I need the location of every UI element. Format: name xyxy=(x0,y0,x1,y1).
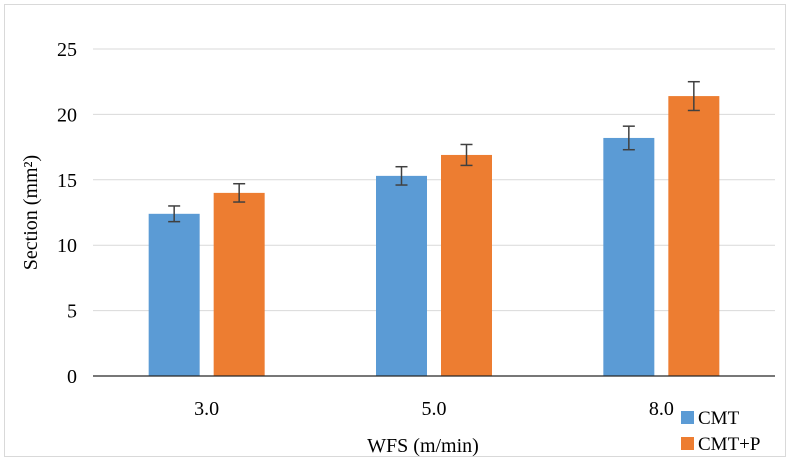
bar-cmt-8.0 xyxy=(603,137,655,376)
x-axis-ticks: 3.0 5.0 8.0 xyxy=(194,398,674,420)
bar-cmt-plusp-3.0 xyxy=(213,192,265,376)
legend-swatch-cmt xyxy=(681,411,694,424)
y-tick-label: 0 xyxy=(67,366,77,388)
y-axis-title: Section (mm²) xyxy=(20,155,42,270)
y-axis-ticks: 0 5 10 15 20 25 xyxy=(57,39,77,388)
legend-label: CMT+P xyxy=(698,434,760,455)
legend-label: CMT xyxy=(698,408,740,429)
bar-cmt-plusp-8.0 xyxy=(668,96,720,376)
gridlines xyxy=(93,48,775,312)
bar-cmt-3.0 xyxy=(148,213,200,376)
legend: CMT CMT+P xyxy=(681,408,760,455)
y-tick-label: 5 xyxy=(67,301,77,323)
legend-swatch-cmt-plusp xyxy=(681,437,694,450)
x-tick-label: 5.0 xyxy=(422,398,447,420)
error-bars xyxy=(168,80,700,223)
bar-series xyxy=(148,96,720,376)
y-tick-label: 20 xyxy=(57,104,77,126)
x-tick-label: 3.0 xyxy=(194,398,219,420)
bar-cmt-plusp-5.0 xyxy=(441,154,492,376)
y-tick-label: 10 xyxy=(57,235,77,257)
y-tick-label: 25 xyxy=(57,39,77,61)
x-tick-label: 8.0 xyxy=(649,398,674,420)
x-axis-title: WFS (m/min) xyxy=(367,435,479,457)
y-tick-label: 15 xyxy=(57,170,77,192)
bar-cmt-5.0 xyxy=(376,175,427,376)
